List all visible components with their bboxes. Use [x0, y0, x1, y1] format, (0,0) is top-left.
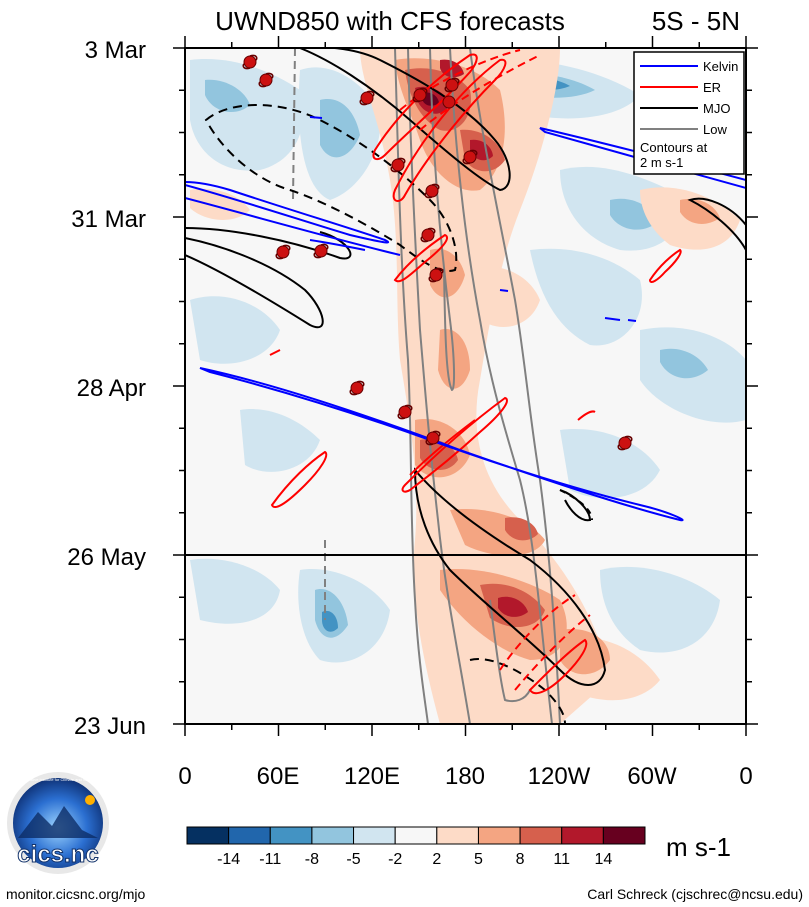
- colorbar-tick-label: -2: [388, 851, 402, 868]
- colorbar-tick-label: 11: [553, 851, 570, 868]
- legend-label-kelvin: Kelvin: [703, 59, 738, 74]
- colorbar-tick-label: 5: [474, 851, 483, 868]
- colorbar-swatch: [269, 826, 313, 845]
- x-tick-label: 0: [739, 763, 752, 790]
- x-axis-labels: 0 60E 120E 180 120W 60W 0: [178, 763, 752, 790]
- footer-credit: Carl Schreck (cjschrec@ncsu.edu): [587, 886, 803, 902]
- y-tick-label: 31 Mar: [71, 206, 146, 233]
- colorbar-swatch: [186, 826, 230, 845]
- cyclone-icon: [463, 150, 477, 164]
- colorbar-swatch: [602, 826, 646, 845]
- legend-label-low: Low: [703, 122, 727, 137]
- cyclone-icon: [413, 88, 427, 102]
- colorbar-swatch: [394, 826, 438, 845]
- cyclone-icon: [429, 268, 443, 282]
- legend-label-mjo: MJO: [703, 101, 730, 116]
- x-tick-label: 120W: [528, 763, 591, 790]
- cyclone-icon: [426, 431, 440, 445]
- colorbar-tick-label: 14: [594, 851, 612, 868]
- colorbar-tick-label: 2: [432, 851, 441, 868]
- cyclone-icon: [425, 184, 439, 198]
- colorbar-swatch: [311, 826, 355, 845]
- legend-note: Contours at: [640, 140, 708, 155]
- cyclone-icon: [259, 73, 273, 87]
- legend: Kelvin ER MJO Low Contours at 2 m s-1: [633, 51, 745, 175]
- colorbar-labels: -14 -11 -8 -5 -2 2 5 8 11 14: [217, 851, 612, 868]
- logo-ring-text: Cooperative Institute for Climate and Sa…: [17, 777, 99, 782]
- cyclone-tails: [242, 54, 633, 451]
- axis-ticks: [173, 36, 758, 736]
- colorbar-tick-label: -5: [346, 851, 360, 868]
- colorbar-tick-label: -8: [305, 851, 319, 868]
- y-tick-label: 23 Jun: [74, 713, 146, 740]
- cicsnc-logo: cics.nc Cooperative Institute for Climat…: [7, 772, 109, 874]
- kelvin-contours: [185, 116, 746, 522]
- cyclone-icon: [276, 245, 290, 259]
- legend-note: 2 m s-1: [640, 155, 683, 170]
- x-tick-label: 60E: [257, 763, 300, 790]
- x-tick-label: 120E: [344, 763, 400, 790]
- x-tick-label: 60W: [627, 763, 677, 790]
- colorbar-swatch: [353, 826, 396, 845]
- colorbar-swatch: [561, 826, 604, 845]
- logo-sun: [85, 795, 95, 805]
- cyclone-icon: [243, 55, 257, 69]
- cyclone-icon: [360, 91, 374, 105]
- cyclone-icon: [350, 381, 364, 395]
- x-tick-label: 0: [178, 763, 191, 790]
- colorbar-unit: m s-1: [666, 832, 731, 862]
- er-contours: [269, 49, 682, 695]
- cyclone-icon: [618, 436, 632, 450]
- colorbar-swatch: [519, 826, 563, 845]
- y-axis-labels: 3 Mar 31 Mar 28 Apr 26 May 23 Jun: [67, 37, 146, 740]
- cyclone-icon: [421, 228, 435, 242]
- region-label: 5S - 5N: [652, 6, 740, 36]
- logo-mountains: [18, 806, 98, 838]
- footer-url: monitor.cicsnc.org/mjo: [6, 886, 145, 902]
- colorbar-tick-label: 8: [516, 851, 525, 868]
- y-tick-label: 28 Apr: [77, 375, 146, 402]
- y-tick-label: 3 Mar: [85, 37, 146, 64]
- chart-title: UWND850 with CFS forecasts: [215, 6, 565, 36]
- colorbar-swatch: [436, 826, 479, 845]
- cyclone-icon: [391, 158, 405, 172]
- logo-text: cics.nc: [17, 841, 98, 868]
- y-tick-label: 26 May: [67, 544, 146, 571]
- cyclone-icon: [398, 405, 412, 419]
- colorbar-tick-label: -14: [217, 851, 240, 868]
- x-tick-label: 180: [445, 763, 485, 790]
- colorbar-swatch: [228, 826, 271, 845]
- legend-label-er: ER: [703, 80, 721, 95]
- cyclone-icon: [445, 78, 459, 92]
- cyclone-icon: [442, 95, 456, 109]
- colorbar-swatch: [477, 826, 521, 845]
- colorbar: [186, 826, 646, 845]
- colorbar-tick-label: -11: [259, 851, 281, 868]
- legend-box: [633, 51, 745, 175]
- cyclone-icon: [314, 244, 328, 258]
